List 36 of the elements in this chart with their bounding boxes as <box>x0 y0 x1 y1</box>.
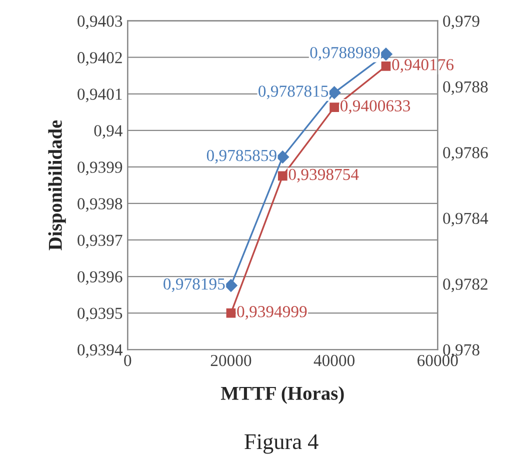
data-label: 0,9400633 <box>340 100 410 114</box>
y-tick-label: 0,9402 <box>78 52 122 66</box>
point <box>278 171 288 181</box>
x-axis-title: MTTF (Horas) <box>220 386 344 404</box>
data-label: 0,9787815 <box>258 86 328 100</box>
y-tick-label: 0,94 <box>94 125 123 139</box>
data-label: 0,9785859 <box>206 150 276 164</box>
y-tick-label: 0,9397 <box>78 234 122 248</box>
y-tick-label: 0,9395 <box>78 308 122 322</box>
point <box>381 61 391 71</box>
x-tick-label: 0 <box>124 354 132 366</box>
point <box>380 48 392 60</box>
point <box>224 279 238 292</box>
x-tick-label: 40000 <box>314 354 355 366</box>
x-tick-label: 20000 <box>210 354 252 366</box>
y-tick-label: 0,9398 <box>78 198 122 212</box>
y-axis-title: Disponibilidade <box>48 120 66 250</box>
y2-tick-label: 0,9782 <box>443 278 488 292</box>
y2-tick-label: 0,9786 <box>443 147 488 161</box>
y2-tick-label: 0,9784 <box>443 212 488 226</box>
y2-tick-label: 0,979 <box>443 16 480 30</box>
y-tick-label: 0,9394 <box>78 344 123 358</box>
data-label: 0,9398754 <box>288 168 359 182</box>
y-tick-label: 0,9396 <box>78 271 122 285</box>
point <box>226 308 236 318</box>
y-tick-label: 0,9403 <box>78 16 122 30</box>
point <box>328 86 341 100</box>
y-tick-label: 0,9401 <box>78 88 122 102</box>
y-tick-label: 0,9399 <box>78 162 122 176</box>
point <box>276 150 290 164</box>
point <box>330 102 339 112</box>
text: Figura 4 <box>244 434 318 454</box>
data-label: 0,9788989 <box>310 46 380 61</box>
data-label: 0,9394999 <box>237 306 307 320</box>
y2-tick-label: 0,9788 <box>443 81 488 95</box>
data-label: 0,978195 <box>164 278 225 292</box>
